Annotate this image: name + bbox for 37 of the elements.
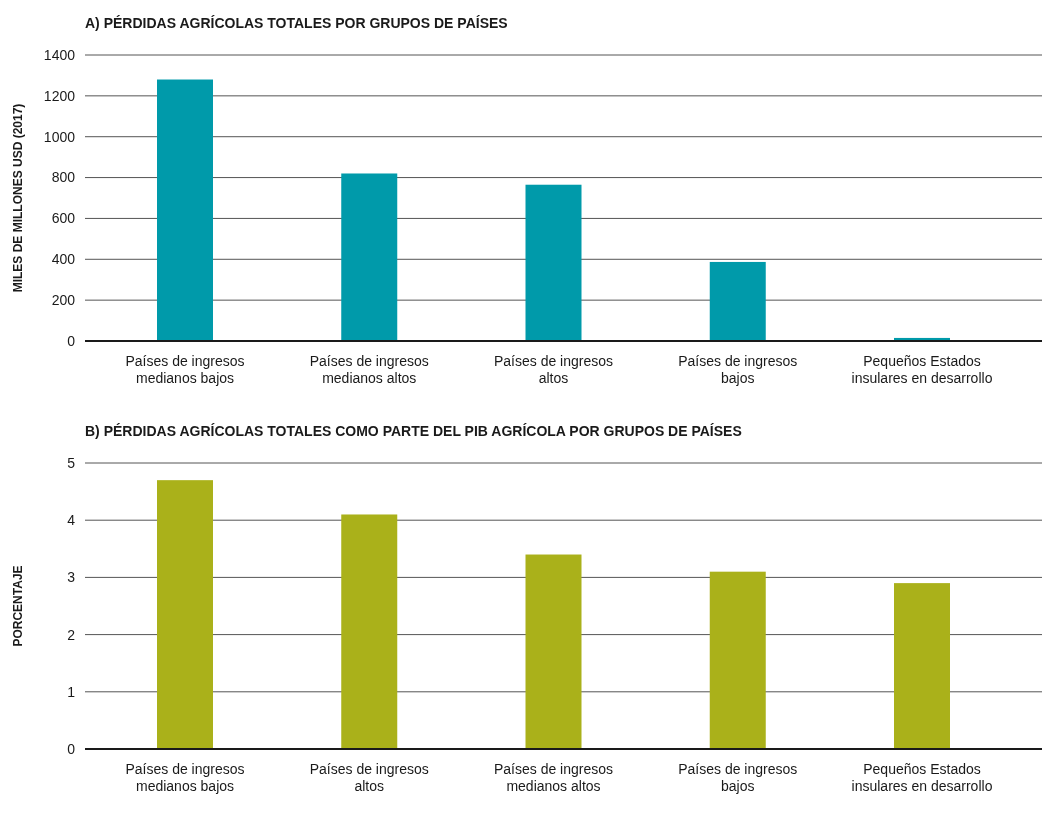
chart-title: A) PÉRDIDAS AGRÍCOLAS TOTALES POR GRUPOS DE PAÍSES (85, 15, 508, 31)
x-tick-label: Pequeños Estados insulares en desarrollo (851, 761, 993, 794)
x-tick-label: Países de ingresos medianos bajos (125, 353, 245, 386)
x-tick-label: Países de ingresos altos (309, 761, 429, 794)
bar (341, 173, 398, 341)
y-axis-title: PORCENTAJE (11, 565, 25, 647)
bar (157, 480, 213, 749)
y-tick-label: 600 (51, 210, 76, 227)
bar (341, 514, 398, 749)
bar (709, 571, 766, 749)
bar (525, 554, 582, 749)
y-tick-label: 3 (67, 569, 76, 586)
x-tick-label: Pequeños Estados insulares en desarrollo (851, 353, 993, 386)
y-tick-label: 4 (67, 512, 76, 529)
y-tick-label: 400 (51, 251, 76, 268)
y-axis-title: MILES DE MILLONES USD (2017) (11, 103, 25, 293)
bar (525, 184, 582, 341)
y-tick-label: 1000 (43, 128, 76, 145)
x-tick-label: Países de ingresos altos (493, 353, 614, 386)
y-tick-label: 5 (67, 454, 76, 471)
y-tick-label: 1 (67, 683, 76, 700)
x-tick-label: Países de ingresos bajos (678, 353, 798, 386)
y-tick-label: 1200 (43, 87, 76, 104)
y-tick-label: 1400 (43, 46, 76, 63)
bar (709, 261, 766, 341)
x-tick-label: Países de ingresos medianos altos (493, 761, 614, 794)
y-tick-label: 0 (67, 332, 76, 349)
x-tick-label: Países de ingresos medianos bajos (125, 761, 245, 794)
bar (157, 79, 213, 341)
y-tick-label: 0 (67, 740, 76, 757)
x-tick-label: Países de ingresos medianos altos (309, 353, 429, 386)
bar (894, 583, 950, 749)
chart-title: B) PÉRDIDAS AGRÍCOLAS TOTALES COMO PARTE DEL PIB AGRÍCOLA POR GRUPOS DE PAÍSES (85, 423, 742, 439)
y-tick-label: 800 (51, 169, 76, 186)
x-tick-label: Países de ingresos bajos (678, 761, 798, 794)
y-tick-label: 2 (67, 626, 76, 643)
y-tick-label: 200 (51, 292, 76, 309)
